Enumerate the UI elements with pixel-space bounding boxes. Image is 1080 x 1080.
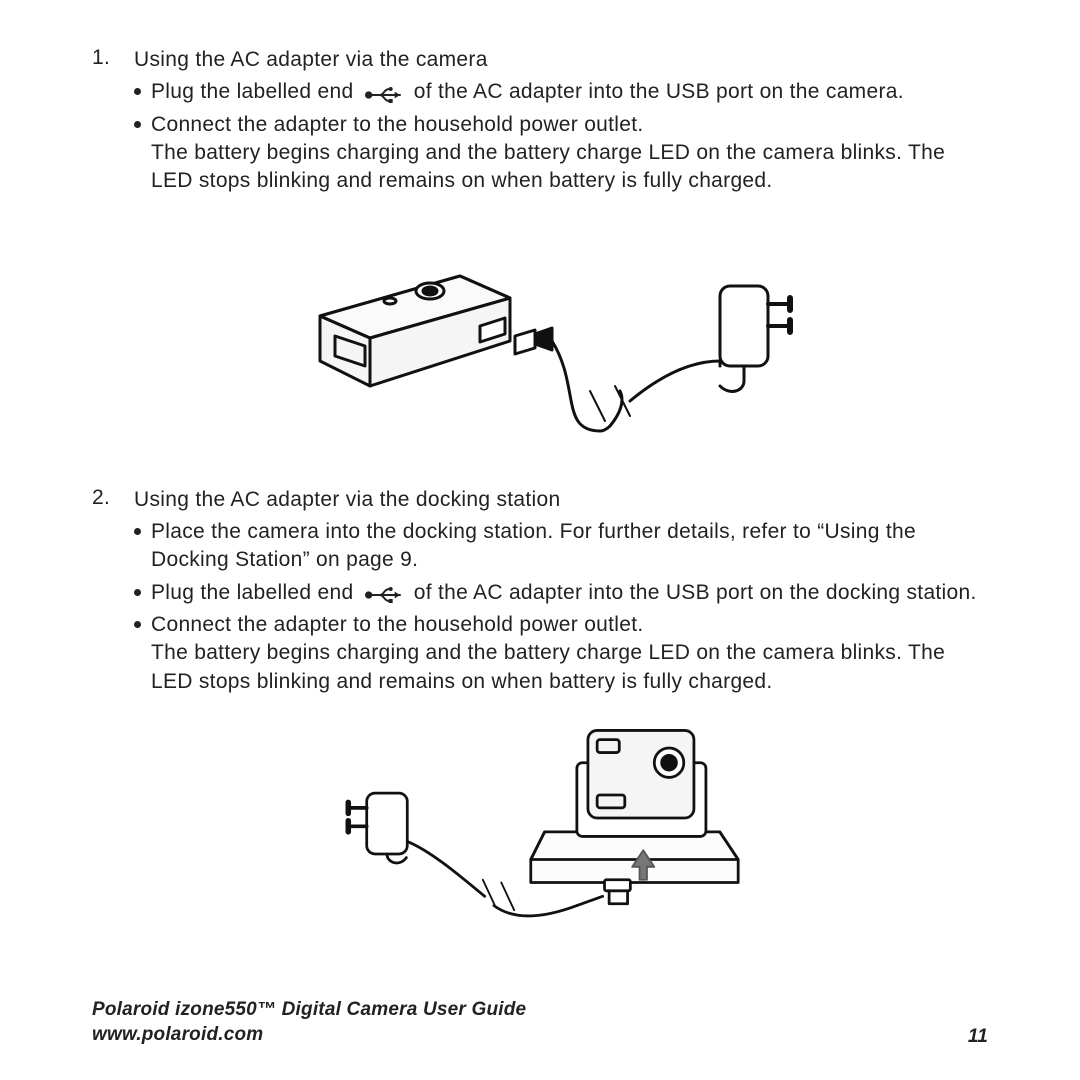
figure-docking-station bbox=[92, 712, 988, 924]
bullet-text: Connect the adapter to the household pow… bbox=[151, 611, 988, 696]
text-before-icon: Plug the labelled end bbox=[151, 80, 360, 103]
section-title: Using the AC adapter via the camera bbox=[134, 46, 988, 74]
bullet-text: Plug the labelled end bbox=[151, 579, 988, 607]
footer-line-1: Polaroid izone550™ Digital Camera User G… bbox=[92, 997, 526, 1023]
footer-title: Polaroid izone550™ Digital Camera User G… bbox=[92, 997, 526, 1048]
bullet-text: Place the camera into the docking statio… bbox=[151, 518, 988, 575]
list-item-1: 1. Using the AC adapter via the camera P… bbox=[92, 46, 988, 200]
list-number: 2. bbox=[92, 486, 120, 700]
bullet-item: Plug the labelled end bbox=[134, 78, 988, 106]
ordered-list: 1. Using the AC adapter via the camera P… bbox=[92, 46, 988, 200]
ordered-list: 2. Using the AC adapter via the docking … bbox=[92, 486, 988, 700]
page: 1. Using the AC adapter via the camera P… bbox=[0, 0, 1080, 1080]
bullet-dot-icon bbox=[134, 121, 141, 128]
bullet-dot-icon bbox=[134, 88, 141, 95]
bullet-item: Connect the adapter to the household pow… bbox=[134, 111, 988, 196]
bullet-item: Connect the adapter to the household pow… bbox=[134, 611, 988, 696]
bullet-dot-icon bbox=[134, 528, 141, 535]
list-item-2: 2. Using the AC adapter via the docking … bbox=[92, 486, 988, 700]
figure-camera-direct bbox=[92, 226, 988, 456]
usb-icon bbox=[364, 584, 404, 602]
text-after-icon: of the AC adapter into the USB port on t… bbox=[414, 80, 904, 103]
usb-icon bbox=[364, 84, 404, 102]
list-number: 1. bbox=[92, 46, 120, 200]
list-body: Using the AC adapter via the camera Plug… bbox=[134, 46, 988, 200]
text-after-icon: of the AC adapter into the USB port on t… bbox=[414, 581, 977, 604]
list-body: Using the AC adapter via the docking sta… bbox=[134, 486, 988, 700]
page-number: 11 bbox=[968, 1026, 988, 1048]
footer-line-2: www.polaroid.com bbox=[92, 1022, 526, 1048]
bullet-text: Connect the adapter to the household pow… bbox=[151, 111, 988, 196]
bullet-item: Plug the labelled end bbox=[134, 579, 988, 607]
bullet-text: Plug the labelled end bbox=[151, 78, 988, 106]
text-before-icon: Plug the labelled end bbox=[151, 581, 360, 604]
bullet-dot-icon bbox=[134, 621, 141, 628]
bullet-list: Place the camera into the docking statio… bbox=[134, 518, 988, 696]
section-title: Using the AC adapter via the docking sta… bbox=[134, 486, 988, 514]
page-footer: Polaroid izone550™ Digital Camera User G… bbox=[92, 997, 988, 1048]
bullet-dot-icon bbox=[134, 589, 141, 596]
bullet-item: Place the camera into the docking statio… bbox=[134, 518, 988, 575]
bullet-list: Plug the labelled end bbox=[134, 78, 988, 195]
